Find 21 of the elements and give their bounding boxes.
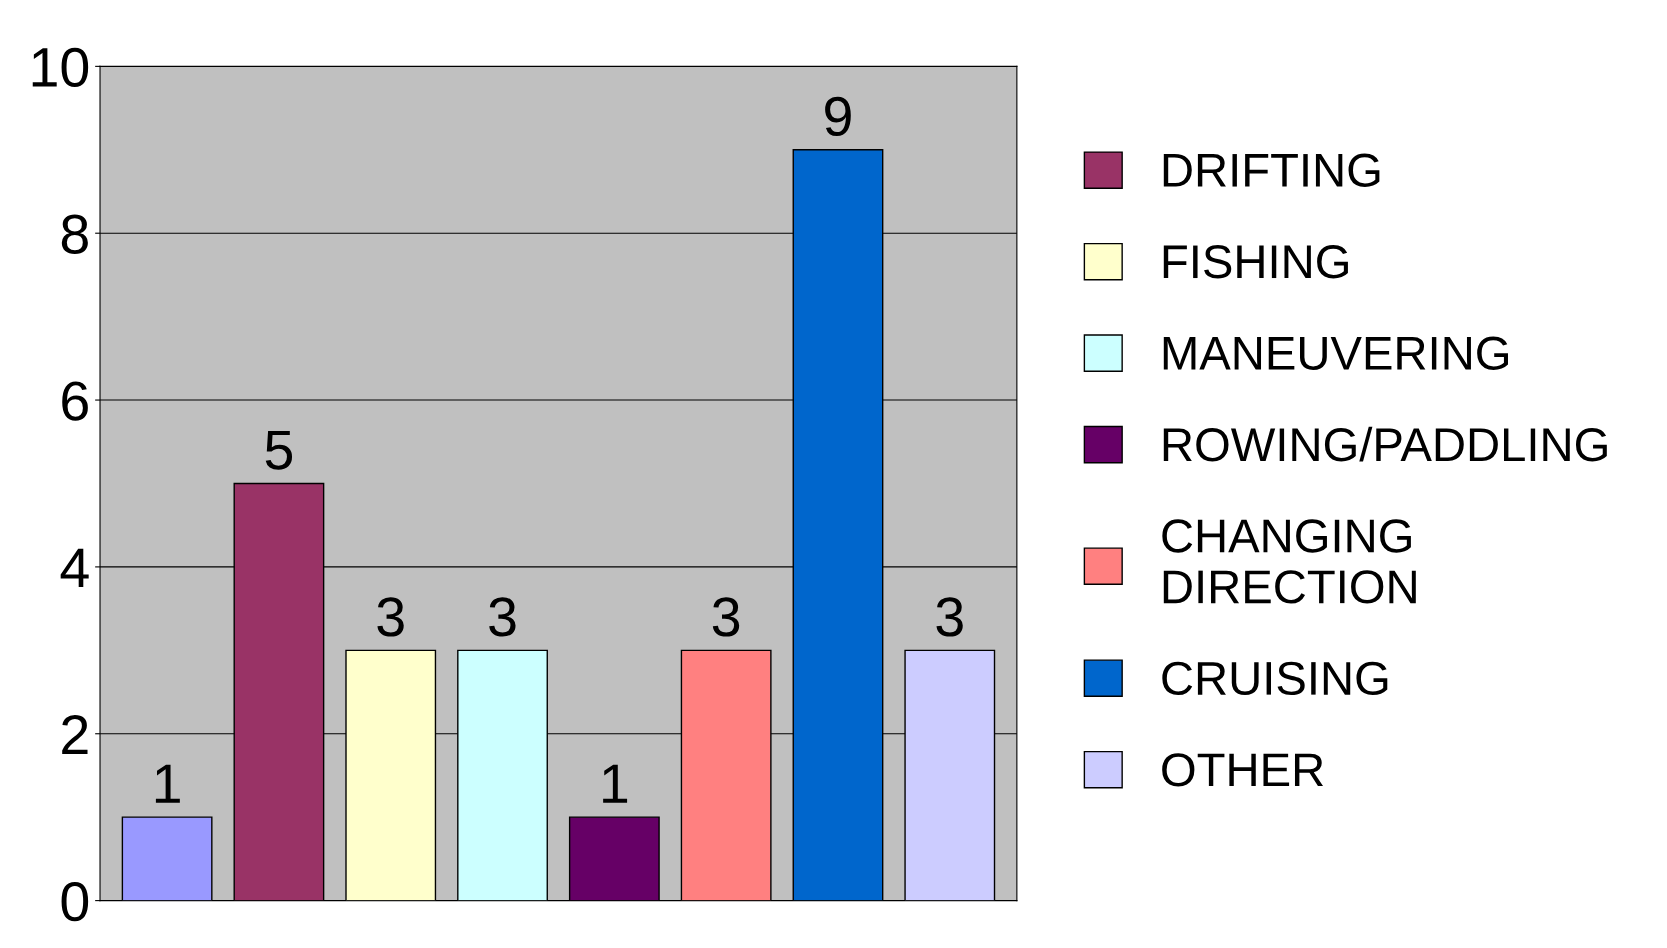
- data-label: 3: [712, 597, 740, 637]
- y-tick-label: 2: [62, 715, 88, 754]
- legend-label: DRIFTING: [1163, 153, 1380, 188]
- data-label: 3: [377, 597, 404, 637]
- legend-label: ROWING/PADDLING: [1163, 426, 1607, 462]
- legend-label: OTHER: [1162, 753, 1324, 787]
- data-label: 5: [265, 430, 293, 470]
- y-tick-label: 4: [60, 548, 89, 588]
- y-tick-label: 8: [61, 214, 88, 254]
- legend-label: MANEUVERING: [1163, 336, 1508, 370]
- legend-label: CHANGING DIRECTION: [1162, 519, 1416, 604]
- y-tick-label: 10: [32, 47, 89, 88]
- y-tick-label: 0: [61, 881, 89, 922]
- y-tick-label: 6: [62, 381, 88, 421]
- data-label: 3: [936, 597, 963, 637]
- data-label: 3: [489, 597, 516, 637]
- data-label: 9: [825, 96, 851, 137]
- data-label: 1: [603, 764, 628, 803]
- legend-label: FISHING: [1163, 245, 1348, 279]
- legend-label: CRUISING: [1162, 661, 1388, 696]
- data-label: 1: [155, 764, 180, 803]
